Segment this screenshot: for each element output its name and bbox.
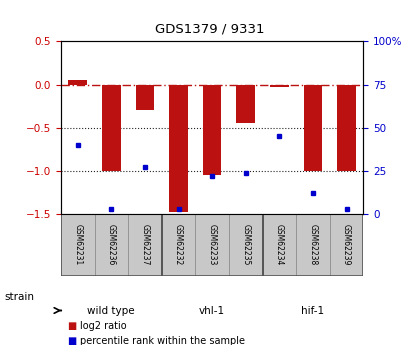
Text: GSM62239: GSM62239: [342, 224, 351, 266]
Text: GDS1379 / 9331: GDS1379 / 9331: [155, 22, 265, 36]
Bar: [330, 214, 363, 276]
Bar: [169, 85, 188, 212]
Bar: [203, 85, 221, 175]
Bar: [61, 214, 162, 276]
Bar: [102, 85, 121, 171]
Text: GSM62238: GSM62238: [308, 224, 318, 266]
Bar: [162, 214, 195, 276]
Bar: [296, 214, 330, 276]
Text: hif-1: hif-1: [301, 306, 325, 315]
Bar: [304, 85, 322, 171]
Text: log2 ratio: log2 ratio: [80, 321, 126, 331]
Bar: [61, 214, 94, 276]
Bar: [94, 214, 128, 276]
Bar: [68, 80, 87, 85]
Bar: [262, 214, 296, 276]
Text: GSM62236: GSM62236: [107, 224, 116, 266]
Text: wild type: wild type: [87, 306, 135, 315]
Text: ■: ■: [67, 336, 76, 345]
Bar: [128, 214, 162, 276]
Text: GSM62234: GSM62234: [275, 224, 284, 266]
Text: GSM62235: GSM62235: [241, 224, 250, 266]
Bar: [337, 85, 356, 171]
Bar: [162, 214, 262, 276]
Text: strain: strain: [4, 292, 34, 302]
Text: vhl-1: vhl-1: [199, 306, 225, 315]
Bar: [136, 85, 154, 110]
Bar: [236, 85, 255, 123]
Bar: [270, 85, 289, 87]
Text: percentile rank within the sample: percentile rank within the sample: [80, 336, 245, 345]
Bar: [195, 214, 229, 276]
Bar: [229, 214, 262, 276]
Text: GSM62237: GSM62237: [140, 224, 150, 266]
Bar: [262, 214, 363, 276]
Text: GSM62233: GSM62233: [207, 224, 217, 266]
Text: GSM62231: GSM62231: [73, 224, 82, 266]
Text: GSM62232: GSM62232: [174, 224, 183, 266]
Text: ■: ■: [67, 321, 76, 331]
